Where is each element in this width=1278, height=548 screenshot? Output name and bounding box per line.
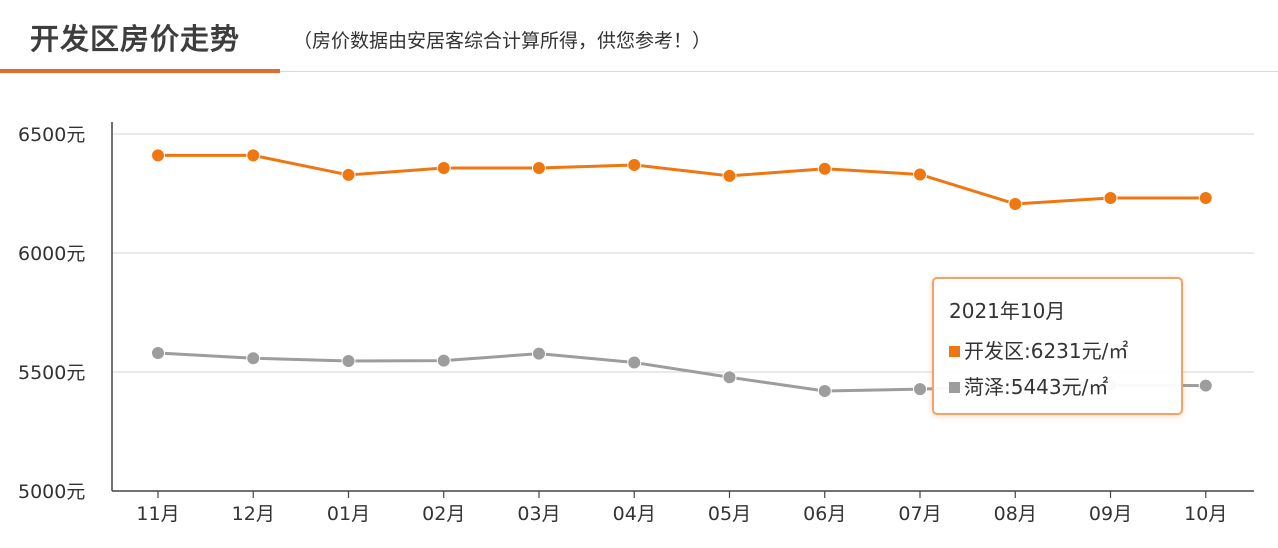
series-0-point-9 — [1008, 196, 1023, 211]
header-accent-bar — [0, 69, 280, 73]
x-tick-label-7: 06月 — [803, 503, 846, 525]
y-tick-label-5000: 5000元 — [18, 481, 85, 503]
x-tick-label-1: 12月 — [232, 503, 275, 525]
tooltip-text-kaifaqu: 开发区:6231元/㎡ — [964, 339, 1129, 363]
series-line-0 — [158, 153, 1206, 206]
x-tick-label-11: 10月 — [1184, 503, 1227, 525]
x-tick-label-4: 03月 — [517, 503, 560, 525]
chart-header: 开发区房价走势 （房价数据由安居客综合计算所得，供您参考！） — [0, 0, 1278, 75]
series-1-point-1 — [246, 351, 261, 366]
series-1-point-0 — [151, 345, 165, 360]
x-tick-label-9: 08月 — [994, 503, 1037, 525]
series-0-point-8 — [913, 167, 927, 182]
x-tick-label-0: 11月 — [136, 503, 179, 525]
series-0-point-1 — [246, 148, 261, 163]
tooltip-row-kaifaqu: 开发区:6231元/㎡ — [949, 335, 1128, 364]
x-tick-label-8: 07月 — [898, 503, 941, 525]
series-1-point-7 — [817, 384, 832, 399]
series-1-point-5 — [627, 355, 642, 370]
x-tick-label-5: 04月 — [613, 503, 656, 525]
tooltip-date: 2021年10月 — [949, 299, 1066, 323]
series-0-point-3 — [436, 161, 451, 176]
tooltip-text-heze: 菏泽:5443元/㎡ — [964, 375, 1109, 399]
series-1-point-6 — [722, 370, 737, 385]
series-1-point-4 — [532, 346, 546, 361]
series-1-point-2 — [341, 354, 356, 369]
page-subtitle: （房价数据由安居客综合计算所得，供您参考！） — [293, 30, 712, 52]
series-1-point-3 — [436, 353, 451, 368]
series-1-point-11 — [1198, 378, 1213, 393]
y-tick-label-5500: 5500元 — [18, 362, 85, 384]
tooltip-row-heze: 菏泽:5443元/㎡ — [949, 371, 1108, 400]
x-tick-label-10: 09月 — [1089, 503, 1132, 525]
series-0-point-2 — [341, 167, 356, 182]
tooltip-swatch-heze — [949, 382, 960, 393]
series-0-point-10 — [1103, 191, 1118, 206]
x-tick-label-2: 01月 — [327, 503, 370, 525]
series-0-point-5 — [627, 157, 642, 172]
x-tick-label-3: 02月 — [422, 503, 465, 525]
header-divider — [0, 71, 1278, 72]
x-tick-label-6: 05月 — [708, 503, 751, 525]
series-0-point-11 — [1198, 191, 1213, 206]
y-tick-label-6000: 6000元 — [18, 243, 85, 265]
series-0-point-6 — [722, 168, 737, 183]
series-0-point-0 — [151, 148, 165, 163]
page-title: 开发区房价走势 — [30, 22, 241, 56]
y-tick-label-6500: 6500元 — [18, 124, 85, 146]
series-1-point-8 — [913, 382, 927, 397]
chart-tooltip: 2021年10月 开发区:6231元/㎡ 菏泽:5443元/㎡ — [932, 277, 1183, 415]
series-0-point-7 — [817, 161, 832, 176]
series-0-point-4 — [532, 161, 546, 176]
tooltip-swatch-kaifaqu — [949, 346, 960, 357]
